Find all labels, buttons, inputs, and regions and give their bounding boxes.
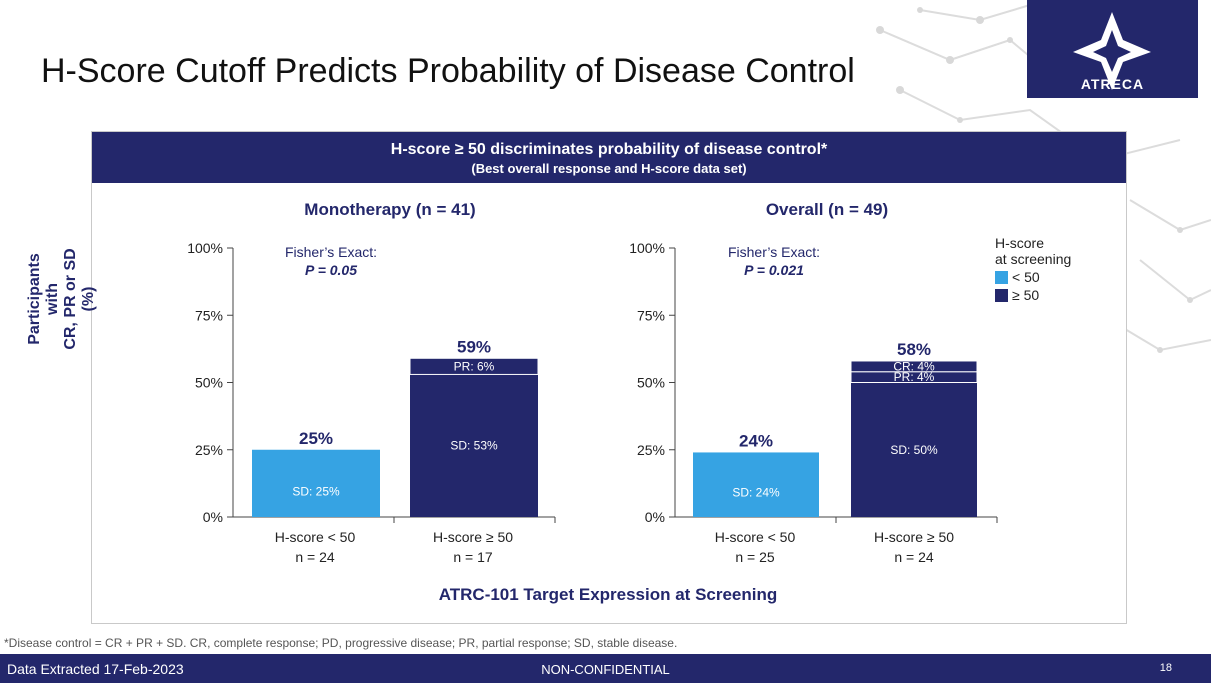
chart-title-1: Overall (n = 49) bbox=[766, 200, 888, 219]
category-n-1-1: n = 24 bbox=[894, 549, 934, 565]
bar-0-1-sd bbox=[410, 374, 538, 517]
legend-swatch-high bbox=[995, 288, 1008, 302]
segment-label-1-0-sd: SD: 24% bbox=[732, 486, 780, 500]
fisher-label-1: Fisher’s Exact: bbox=[728, 244, 820, 260]
category-label-1-1: H-score ≥ 50 bbox=[874, 529, 954, 545]
fisher-p-value-0: P = 0.05 bbox=[305, 262, 357, 278]
segment-label-1-1-sd: SD: 50% bbox=[890, 443, 938, 457]
bar-0-0-sd bbox=[252, 449, 380, 517]
banner-main: H-score ≥ 50 discriminates probability o… bbox=[390, 141, 828, 158]
bar-total-label-1-0: 24% bbox=[739, 431, 773, 450]
category-label-1-0: H-score < 50 bbox=[715, 529, 796, 545]
footer-bar: Data Extracted 17-Feb-2023 NON-CONFIDENT… bbox=[0, 654, 1211, 683]
category-n-1-0: n = 25 bbox=[735, 549, 775, 565]
bar-total-label-0-0: 25% bbox=[299, 429, 333, 448]
chart-title-0: Monotherapy (n = 41) bbox=[304, 200, 475, 219]
legend-swatch-low bbox=[995, 270, 1008, 284]
legend-item-low: < 50 bbox=[995, 269, 1071, 285]
y-axis-label-line1: Participants with bbox=[26, 253, 61, 345]
chart-legend: H-score at screening < 50 ≥ 50 bbox=[995, 235, 1071, 303]
y-axis-label: Participants with CR, PR or SD (%) bbox=[26, 239, 98, 359]
page-number: 18 bbox=[1159, 662, 1172, 674]
legend-label-low: < 50 bbox=[1012, 269, 1040, 285]
y-tick-label-1-4: 100% bbox=[629, 240, 665, 256]
company-logo: ATRECA bbox=[1027, 0, 1198, 98]
y-tick-label-0-0: 0% bbox=[203, 509, 223, 525]
y-tick-label-1-2: 50% bbox=[637, 375, 665, 391]
page-title: H-Score Cutoff Predicts Probability of D… bbox=[41, 52, 855, 90]
segment-label-1-1-pr: PR: 4% bbox=[894, 370, 935, 384]
y-tick-label-0-1: 25% bbox=[195, 442, 223, 458]
bar-1-1-cr bbox=[850, 360, 978, 373]
y-tick-label-0-4: 100% bbox=[187, 240, 223, 256]
legend-title-line1: H-score bbox=[995, 235, 1045, 251]
logo-text: ATRECA bbox=[1080, 76, 1145, 92]
category-n-0-1: n = 17 bbox=[453, 549, 493, 565]
footer-confidentiality: NON-CONFIDENTIAL bbox=[541, 662, 670, 677]
fisher-label-0: Fisher’s Exact: bbox=[285, 244, 377, 260]
x-axis-title: ATRC-101 Target Expression at Screening bbox=[438, 585, 778, 604]
y-tick-label-1-0: 0% bbox=[645, 509, 665, 525]
category-label-0-0: H-score < 50 bbox=[275, 529, 356, 545]
legend-item-high: ≥ 50 bbox=[995, 287, 1071, 303]
y-tick-label-1-3: 75% bbox=[637, 307, 665, 323]
bar-total-label-1-1: 58% bbox=[897, 340, 931, 359]
bar-charts: Monotherapy (n = 41) Fisher’s Exact: P = 0… bbox=[187, 200, 998, 565]
footnote: *Disease control = CR + PR + SD. CR, com… bbox=[4, 636, 678, 650]
segment-label-0-0-sd: SD: 25% bbox=[292, 484, 340, 498]
category-n-0-0: n = 24 bbox=[295, 549, 335, 565]
y-tick-label-0-2: 50% bbox=[195, 375, 223, 391]
bar-1-1-sd bbox=[851, 382, 977, 517]
bar-total-label-0-1: 59% bbox=[457, 337, 491, 356]
segment-label-1-1-cr: CR: 4% bbox=[893, 359, 935, 373]
banner-sub: (Best overall response and H-score data … bbox=[471, 161, 747, 176]
bar-0-1-pr bbox=[409, 357, 539, 375]
star-logo-icon bbox=[1073, 12, 1151, 90]
legend-title-line2: at screening bbox=[995, 251, 1072, 267]
bar-1-0-sd bbox=[693, 452, 819, 517]
chart-banner: H-score ≥ 50 discriminates probability o… bbox=[92, 132, 1126, 183]
y-tick-label-0-3: 75% bbox=[195, 307, 223, 323]
legend-label-high: ≥ 50 bbox=[1012, 287, 1040, 303]
y-tick-label-1-1: 25% bbox=[637, 442, 665, 458]
segment-label-0-1-sd: SD: 53% bbox=[450, 439, 498, 453]
footer-date: Data Extracted 17-Feb-2023 bbox=[7, 661, 184, 677]
segment-label-0-1-pr: PR: 6% bbox=[454, 359, 495, 373]
category-label-0-1: H-score ≥ 50 bbox=[433, 529, 513, 545]
fisher-p-value-1: P = 0.021 bbox=[744, 262, 804, 278]
